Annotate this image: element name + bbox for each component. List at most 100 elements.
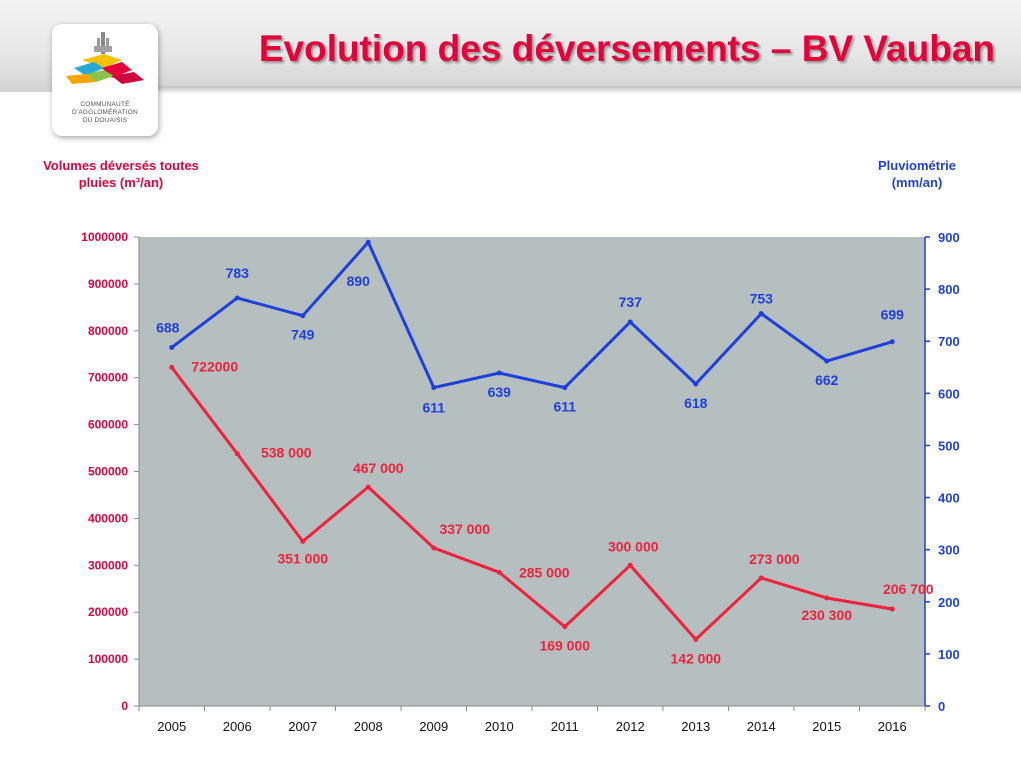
- x-axis-tick-label: 2009: [419, 719, 448, 734]
- left-axis-tick-label: 1000000: [81, 230, 128, 244]
- x-axis-tick-label: 2013: [681, 719, 710, 734]
- volume-series-line: [170, 366, 893, 641]
- volume-data-point: [889, 606, 895, 612]
- header-divider: [150, 86, 1021, 94]
- rain-data-label: 699: [881, 307, 905, 323]
- rain-series-line: [170, 240, 893, 390]
- right-axis-tick-label: 600: [938, 386, 960, 401]
- right-axis-tick-label: 0: [938, 699, 945, 714]
- x-axis-tick-label: 2006: [223, 719, 252, 734]
- volume-data-label: 273 000: [749, 551, 800, 567]
- page-title: Evolution des déversements – BV Vauban: [258, 28, 995, 69]
- volume-data-point: [300, 538, 306, 544]
- left-axis-tick-label: 700000: [88, 371, 128, 385]
- rain-data-label: 783: [226, 265, 250, 281]
- header-band: [0, 0, 1021, 92]
- logo-caption: COMMUNAUTÉ D'AGGLOMÉRATION DU DOUAISIS: [52, 101, 158, 125]
- volume-data-point: [627, 562, 633, 568]
- rain-data-point: [824, 358, 830, 364]
- left-axis-title: Volumes déversés toutes pluies (m³/an): [28, 157, 214, 191]
- left-axis-tick-label: 900000: [88, 277, 128, 291]
- left-axis-tick-label: 500000: [88, 465, 128, 479]
- rain-data-label: 753: [750, 291, 774, 307]
- volume-data-label: 538 000: [261, 445, 312, 461]
- rain-data-label: 890: [347, 273, 371, 289]
- x-axis-tick-label: 2015: [812, 719, 841, 734]
- volume-data-point: [169, 364, 175, 370]
- rain-data-point: [693, 381, 699, 387]
- rain-data-label: 662: [815, 372, 839, 388]
- volume-data-label: 230 300: [801, 607, 852, 623]
- left-axis-tick-label: 600000: [88, 418, 128, 432]
- volume-data-point: [758, 575, 764, 581]
- logo-line: DU DOUAISIS: [82, 117, 128, 124]
- volume-data-label: 285 000: [519, 564, 570, 580]
- right-axis-tick-label: 100: [938, 647, 960, 662]
- x-axis-tick-label: 2010: [485, 719, 514, 734]
- logo-line: D'AGGLOMÉRATION: [72, 109, 138, 116]
- right-axis-tick-label: 900: [938, 230, 960, 245]
- rain-data-point: [431, 385, 437, 391]
- rain-data-label: 611: [553, 399, 576, 415]
- left-axis-title-line2: pluies (m³/an): [78, 175, 164, 190]
- volume-data-point: [431, 545, 437, 551]
- rain-data-point: [496, 370, 502, 376]
- volume-data-label: 169 000: [539, 638, 590, 654]
- rain-data-label: 618: [684, 395, 708, 411]
- volume-data-point: [693, 636, 699, 642]
- x-axis-tick-label: 2007: [288, 719, 317, 734]
- rain-data-label: 611: [422, 400, 445, 416]
- rain-data-point: [627, 319, 633, 325]
- rain-data-label: 749: [291, 327, 315, 343]
- right-axis-title-line2: (mm/an): [891, 175, 943, 190]
- volume-data-label: 467 000: [353, 460, 404, 476]
- volume-data-label: 722000: [191, 358, 238, 374]
- volume-data-point: [234, 451, 240, 457]
- rain-data-point: [169, 344, 175, 350]
- rain-data-point: [562, 385, 568, 391]
- plot-area: [139, 237, 925, 706]
- right-axis-title-line1: Pluviométrie: [877, 158, 957, 173]
- rain-data-point: [365, 239, 371, 245]
- rain-data-label: 688: [156, 319, 180, 335]
- right-axis-tick-label: 800: [938, 282, 960, 297]
- rain-data-point: [300, 313, 306, 319]
- right-axis-tick-label: 700: [938, 334, 960, 349]
- volume-data-label: 337 000: [439, 521, 490, 537]
- x-axis-tick-label: 2012: [616, 719, 645, 734]
- logo-emblem-icon: [66, 32, 144, 84]
- left-axis-tick-label: 0: [121, 699, 128, 713]
- left-axis-tick-label: 400000: [88, 511, 128, 525]
- rain-data-point: [889, 339, 895, 345]
- x-axis-tick-label: 2011: [551, 719, 579, 734]
- volume-data-point: [562, 624, 568, 630]
- volume-data-label: 142 000: [670, 650, 721, 666]
- x-axis-tick-label: 2008: [354, 719, 383, 734]
- rain-data-point: [234, 295, 240, 301]
- volume-data-point: [365, 484, 371, 490]
- logo-line: COMMUNAUTÉ: [80, 101, 130, 108]
- x-axis-tick-label: 2005: [157, 719, 186, 734]
- volume-data-label: 351 000: [277, 550, 328, 566]
- x-axis-tick-label: 2014: [747, 719, 776, 734]
- right-axis-tick-label: 300: [938, 543, 960, 558]
- right-axis-tick-label: 400: [938, 491, 960, 506]
- volume-data-point: [496, 569, 502, 575]
- rain-data-point: [758, 311, 764, 317]
- volume-data-label: 300 000: [608, 538, 659, 554]
- right-axis-tick-label: 200: [938, 595, 960, 610]
- right-axis-tick-label: 500: [938, 438, 960, 453]
- left-axis-tick-label: 200000: [88, 605, 128, 619]
- volume-data-label: 206 700: [883, 581, 934, 597]
- left-axis-title-line1: Volumes déversés toutes: [43, 158, 199, 173]
- rain-data-label: 737: [619, 294, 643, 310]
- left-axis-tick-label: 100000: [88, 652, 128, 666]
- right-axis-title: Pluviométrie (mm/an): [862, 157, 972, 191]
- left-axis-tick-label: 300000: [88, 558, 128, 572]
- logo: COMMUNAUTÉ D'AGGLOMÉRATION DU DOUAISIS: [52, 24, 158, 136]
- volume-data-point: [824, 595, 830, 601]
- x-axis-tick-label: 2016: [878, 719, 907, 734]
- rain-data-label: 639: [488, 384, 512, 400]
- left-axis-tick-label: 800000: [88, 324, 128, 338]
